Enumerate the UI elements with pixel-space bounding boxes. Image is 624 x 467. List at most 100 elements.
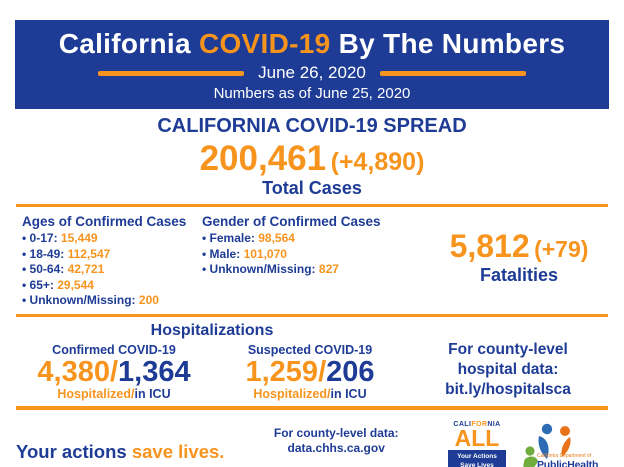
date-left-line [98, 70, 245, 76]
slash-separator: / [318, 355, 327, 388]
icu-sublabel: in ICU [330, 386, 367, 401]
fatalities-line: 5,812 (+79) [430, 228, 608, 265]
age-item-18-49: 18-49: 112,547 [22, 247, 202, 263]
age-value: 29,544 [57, 277, 94, 292]
gender-label: Female: [209, 231, 255, 245]
county-note-line2: hospital data: [457, 360, 559, 378]
all-word: ALL [454, 424, 500, 451]
hospitalizations-heading: Hospitalizations [150, 321, 274, 339]
demographics-section: Ages of Confirmed Cases 0-17: 15,449 18-… [0, 212, 624, 309]
hospitalized-sublabel: Hospitalized [253, 386, 328, 401]
age-value: 200 [138, 293, 159, 307]
as-of-date: Numbers as of June 25, 2020 [213, 85, 411, 102]
age-label: 0-17: [29, 231, 58, 245]
cdph-department-label: California Department of [536, 452, 592, 459]
county-note-line1: For county-level [448, 340, 568, 358]
tagline-blue: Your actions [16, 440, 127, 462]
age-item-65-plus: 65+: 29,544 [22, 278, 202, 294]
suspected-hospitalized-count: 1,259 [245, 355, 319, 388]
california-word: CALIFORNIA [448, 421, 506, 429]
hospital-data-link[interactable]: bit.ly/hospitalsca [445, 380, 571, 398]
suspected-hosp-column: Suspected COVID-19 1,259/206 Hospitalize… [212, 340, 408, 401]
age-label: 18-49: [29, 246, 65, 261]
california-all-logo: CALIFORNIA ALL Your Actions Save Lives c… [447, 421, 506, 467]
confirmed-hosp-sublabel: Hospitalized/in ICU [16, 387, 212, 401]
gender-heading: Gender of Confirmed Cases [202, 214, 381, 229]
total-cases-line: 200,461 (+4,890) [0, 141, 624, 176]
ages-column: Ages of Confirmed Cases 0-17: 15,449 18-… [16, 214, 202, 309]
chhs-data-link[interactable]: data.chhs.ca.gov [287, 440, 385, 455]
header-banner: California COVID-19 By The Numbers June … [15, 20, 609, 109]
age-label: 65+: [29, 277, 54, 292]
icu-sublabel: in ICU [134, 386, 171, 401]
age-label: Unknown/Missing: [29, 293, 136, 307]
age-label: 50-64: [29, 262, 65, 276]
slash-separator: / [327, 386, 331, 401]
gender-column: Gender of Confirmed Cases Female: 98,564… [202, 214, 430, 309]
for-part: FOR [471, 420, 488, 428]
total-cases-delta: (+4,890) [330, 148, 425, 176]
age-value: 112,547 [67, 246, 111, 261]
footer-links: For county-level data: data.chhs.ca.gov … [274, 426, 399, 467]
age-value: 15,449 [60, 231, 98, 245]
box-line2: Save Lives [460, 461, 494, 467]
title-california: California [58, 28, 191, 59]
divider-top [16, 204, 608, 207]
tagline: Your actions save lives. [16, 441, 224, 467]
slash-separator: / [109, 355, 119, 388]
page-title: California COVID-19 By The Numbers [15, 28, 609, 60]
your-actions-save-lives-box: Your Actions Save Lives [447, 450, 506, 467]
hospitalized-sublabel: Hospitalized [57, 386, 132, 401]
suspected-icu-count: 206 [326, 355, 375, 388]
confirmed-hospitalized-count: 4,380 [37, 355, 110, 388]
gender-label: Unknown/Missing: [209, 262, 316, 276]
slash-separator: / [131, 386, 135, 401]
tagline-orange: save lives. [131, 440, 225, 462]
suspected-hosp-sublabel: Hospitalized/in ICU [212, 387, 408, 401]
ages-heading: Ages of Confirmed Cases [22, 214, 187, 229]
confirmed-hosp-numbers: 4,380/1,364 [16, 355, 212, 388]
box-line1: Your Actions [457, 453, 497, 461]
gender-value: 827 [318, 262, 339, 276]
confirmed-icu-count: 1,364 [118, 355, 191, 388]
footer: Your actions save lives. For county-leve… [0, 415, 624, 467]
covid19-site-link[interactable]: covid19.ca.gov [274, 464, 399, 467]
report-date: June 26, 2020 [258, 63, 366, 82]
cdph-logo: California Department of PublicHealth [520, 421, 608, 467]
ages-list: 0-17: 15,449 18-49: 112,547 50-64: 42,72… [22, 231, 202, 309]
age-item-unknown: Unknown/Missing: 200 [22, 293, 202, 309]
fatalities-label: Fatalities [479, 265, 559, 285]
total-cases-label: Total Cases [262, 178, 362, 198]
age-item-0-17: 0-17: 15,449 [22, 231, 202, 247]
divider-bottom [16, 405, 608, 410]
suspected-hosp-label: Suspected COVID-19 [247, 342, 373, 357]
fatalities-column: 5,812 (+79) Fatalities [430, 214, 608, 309]
confirmed-hosp-label: Confirmed COVID-19 [52, 342, 176, 357]
age-value: 42,721 [67, 262, 105, 276]
hospitalizations-left: Hospitalizations Confirmed COVID-19 4,38… [16, 322, 408, 401]
gender-label: Male: [209, 246, 241, 261]
cdph-name-label: PublicHealth [536, 459, 599, 467]
cdph-text: California Department of PublicHealth [536, 452, 609, 467]
total-cases-count: 200,461 [199, 139, 327, 178]
age-item-50-64: 50-64: 42,721 [22, 262, 202, 278]
cali-part: CALI [453, 420, 472, 428]
county-hospital-data-note: For county-level hospital data: bit.ly/h… [408, 322, 608, 401]
confirmed-hosp-column: Confirmed COVID-19 4,380/1,364 Hospitali… [16, 340, 212, 401]
county-data-label: For county-level data: [273, 425, 399, 440]
cdph-figures-icon [523, 423, 571, 467]
gender-value: 98,564 [258, 231, 295, 245]
title-by-the-numbers: By The Numbers [338, 28, 566, 59]
title-covid19: COVID-19 [198, 28, 331, 59]
gender-item-unknown: Unknown/Missing: 827 [202, 262, 430, 278]
date-row: June 26, 2020 [15, 63, 609, 83]
gender-item-female: Female: 98,564 [202, 231, 430, 247]
spread-heading: CALIFORNIA COVID-19 SPREAD [157, 115, 467, 137]
hospitalizations-section: Hospitalizations Confirmed COVID-19 4,38… [0, 322, 624, 401]
fatalities-count: 5,812 [449, 228, 530, 264]
gender-item-male: Male: 101,070 [202, 247, 430, 263]
gender-list: Female: 98,564 Male: 101,070 Unknown/Mis… [202, 231, 430, 278]
footer-logos: CALIFORNIA ALL Your Actions Save Lives c… [447, 421, 608, 467]
hospitalizations-columns: Confirmed COVID-19 4,380/1,364 Hospitali… [16, 340, 408, 401]
